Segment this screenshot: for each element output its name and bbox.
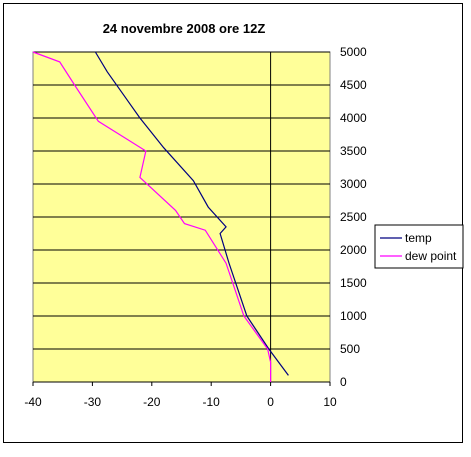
chart-svg: 24 novembre 2008 ore 12Z -40 -30 -20 -10 0 10… [24, 21, 464, 409]
x-tick-label--10: -10 [203, 395, 221, 409]
y-tick-label-3500: 3500 [340, 144, 367, 158]
x-tick-label--20: -20 [143, 395, 161, 409]
y-tick-label-2500: 2500 [340, 210, 367, 224]
y-tick-label-500: 500 [340, 342, 360, 356]
legend-box [374, 224, 464, 269]
series-line-dew-point [32, 51, 272, 382]
legend-label-dew-point: dew point [405, 249, 457, 263]
y-tick-label-3000: 3000 [340, 177, 367, 191]
legend: temp dew point [374, 224, 464, 269]
tick-labels: -40 -30 -20 -10 0 100500100015002000250030003… [24, 45, 367, 409]
x-tick-label-0: 0 [267, 395, 274, 409]
y-tick-label-4500: 4500 [340, 78, 367, 92]
y-tick-label-5000: 5000 [340, 45, 367, 59]
y-tick-label-2000: 2000 [340, 243, 367, 257]
chart-title: 24 novembre 2008 ore 12Z [103, 21, 266, 36]
y-tick-label-1000: 1000 [340, 309, 367, 323]
x-tick-label--30: -30 [84, 395, 102, 409]
series-lines [32, 51, 289, 382]
y-tick-label-1500: 1500 [340, 276, 367, 290]
y-tick-label-4000: 4000 [340, 111, 367, 125]
x-tick-label-10: 10 [323, 395, 337, 409]
x-tick-label--40: -40 [24, 395, 42, 409]
chart-frame: 24 novembre 2008 ore 12Z -40 -30 -20 -10 0 10… [3, 3, 464, 443]
series-line-temp [94, 51, 289, 376]
legend-label-temp: temp [405, 231, 432, 245]
y-tick-label-0: 0 [340, 375, 347, 389]
